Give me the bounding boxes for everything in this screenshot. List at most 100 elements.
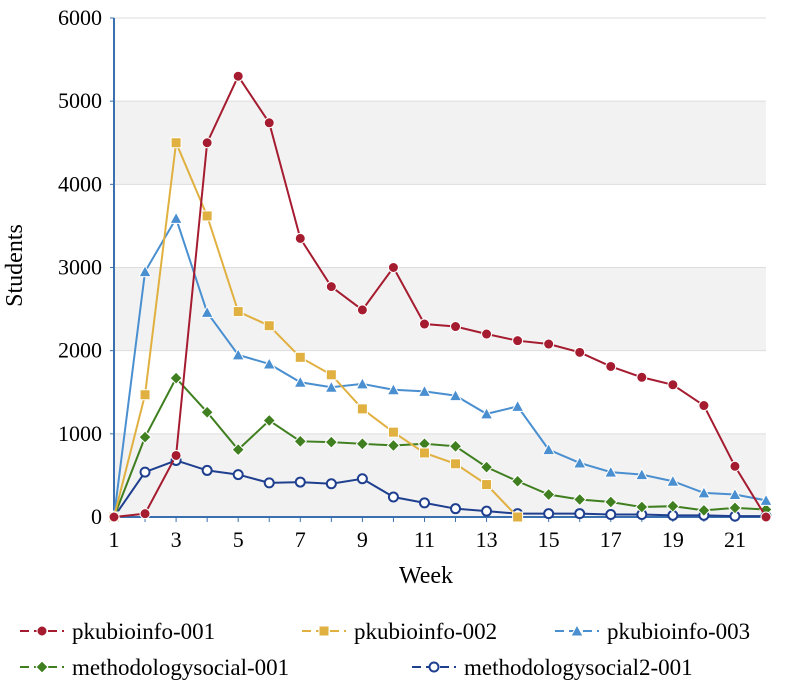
x-tick-label: 9 bbox=[357, 527, 368, 552]
data-point bbox=[635, 500, 649, 514]
data-point bbox=[294, 232, 306, 244]
data-point bbox=[169, 211, 183, 224]
data-point bbox=[294, 476, 306, 488]
data-point bbox=[479, 460, 494, 474]
data-point bbox=[481, 479, 493, 491]
legend-label: pkubioinfo-002 bbox=[354, 619, 497, 644]
data-point bbox=[417, 384, 432, 397]
data-point bbox=[108, 511, 120, 523]
legend-item: pkubioinfo-003 bbox=[555, 619, 750, 644]
data-point bbox=[759, 493, 773, 506]
data-point bbox=[201, 464, 213, 476]
data-point bbox=[387, 426, 399, 438]
data-point bbox=[263, 117, 275, 129]
data-point bbox=[418, 497, 430, 509]
data-point bbox=[448, 388, 463, 402]
x-tick-label: 15 bbox=[538, 527, 560, 552]
legend: pkubioinfo-001 pkubioinfo-002 pkubioinfo-0… bbox=[20, 619, 750, 680]
data-point bbox=[200, 305, 214, 318]
x-tick-label: 11 bbox=[414, 527, 435, 552]
data-point bbox=[139, 389, 151, 401]
data-point bbox=[697, 485, 711, 499]
data-point bbox=[448, 439, 463, 454]
data-point bbox=[231, 347, 246, 361]
data-point bbox=[325, 281, 337, 293]
data-point bbox=[450, 458, 462, 470]
data-point bbox=[138, 264, 152, 278]
data-point bbox=[232, 70, 244, 82]
data-point bbox=[139, 508, 151, 520]
data-point bbox=[386, 438, 401, 453]
data-point bbox=[666, 474, 680, 487]
data-point bbox=[201, 210, 213, 222]
data-point bbox=[418, 447, 430, 459]
data-point bbox=[232, 469, 244, 481]
series-layer bbox=[107, 70, 773, 524]
data-point bbox=[697, 503, 711, 518]
data-point bbox=[728, 487, 742, 501]
x-axis-ticks: 1 3 5 7 9 11 13 15 17 19 21 bbox=[109, 517, 767, 552]
data-point bbox=[450, 503, 462, 515]
legend-marker bbox=[318, 625, 330, 637]
data-point bbox=[356, 473, 368, 485]
data-point bbox=[543, 508, 555, 520]
legend-item: pkubioinfo-002 bbox=[302, 619, 497, 644]
data-point bbox=[541, 442, 556, 456]
data-point bbox=[325, 369, 337, 381]
data-point bbox=[355, 437, 370, 451]
data-point bbox=[170, 449, 182, 461]
data-point bbox=[667, 379, 679, 391]
data-point bbox=[263, 320, 275, 332]
y-tick-label: 1000 bbox=[58, 421, 102, 446]
legend-item: methodologysocial2-001 bbox=[412, 655, 693, 680]
data-point bbox=[232, 306, 244, 318]
data-point bbox=[572, 455, 587, 469]
data-point bbox=[387, 491, 399, 503]
legend-label: pkubioinfo-003 bbox=[607, 619, 750, 644]
x-tick-label: 19 bbox=[662, 527, 684, 552]
data-point bbox=[294, 351, 306, 363]
legend-marker bbox=[570, 623, 584, 637]
data-point bbox=[293, 375, 308, 388]
grid-bands bbox=[114, 17, 766, 518]
data-point bbox=[605, 360, 617, 372]
y-tick-label: 6000 bbox=[58, 5, 102, 30]
data-point bbox=[729, 460, 741, 472]
data-point bbox=[574, 508, 586, 520]
data-point bbox=[387, 262, 399, 273]
data-point bbox=[450, 321, 462, 333]
series-line bbox=[113, 459, 766, 518]
data-point bbox=[418, 318, 430, 330]
data-point bbox=[169, 371, 183, 385]
x-tick-label: 7 bbox=[295, 527, 306, 552]
data-point bbox=[541, 487, 556, 502]
data-point bbox=[231, 442, 245, 457]
series-line bbox=[113, 376, 767, 518]
grid-band bbox=[114, 101, 766, 185]
data-point bbox=[512, 511, 524, 523]
data-point bbox=[170, 137, 182, 149]
data-point bbox=[573, 492, 587, 507]
data-point bbox=[728, 501, 742, 515]
data-point bbox=[604, 495, 618, 509]
grid-band bbox=[114, 433, 766, 517]
x-tick-label: 17 bbox=[600, 527, 622, 552]
y-tick-label: 3000 bbox=[58, 255, 102, 280]
data-point bbox=[200, 405, 214, 419]
data-point bbox=[543, 338, 555, 350]
legend-label: pkubioinfo-001 bbox=[72, 619, 215, 644]
y-tick-label: 0 bbox=[91, 504, 102, 529]
legend-marker bbox=[428, 661, 440, 673]
data-point bbox=[634, 467, 649, 481]
data-point bbox=[481, 328, 493, 340]
data-point bbox=[293, 434, 307, 449]
data-point bbox=[262, 356, 277, 370]
y-tick-label: 2000 bbox=[58, 338, 102, 363]
x-tick-label: 5 bbox=[233, 527, 244, 552]
x-tick-label: 3 bbox=[171, 527, 182, 552]
data-point bbox=[138, 430, 152, 444]
x-tick-label: 21 bbox=[724, 527, 746, 552]
legend-marker bbox=[35, 660, 49, 674]
y-axis-ticks: 0 1000 2000 3000 4000 5000 6000 bbox=[58, 5, 114, 529]
